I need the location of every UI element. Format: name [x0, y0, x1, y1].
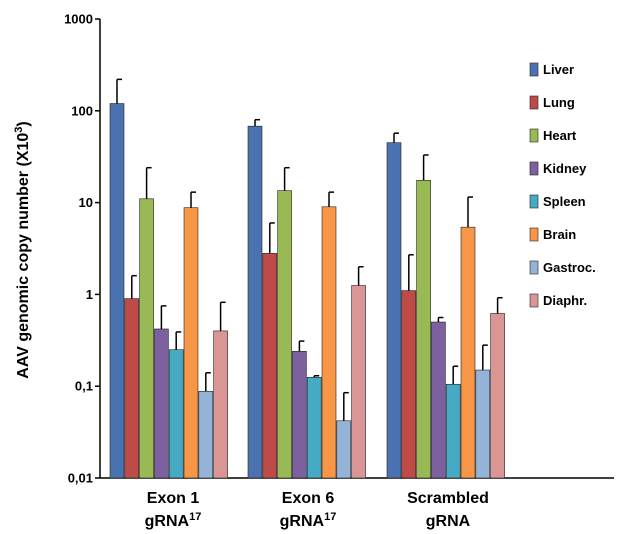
bar-gastroc-group-3 — [475, 369, 491, 479]
bar-kidney-group-1 — [154, 328, 169, 479]
legend-label: Diaphr. — [543, 293, 587, 308]
legend-swatch-heart — [529, 128, 539, 143]
bar-heart-group-3 — [416, 179, 431, 479]
category-label-superscript: 17 — [189, 511, 201, 523]
category-label-gRNA: gRNA — [145, 513, 190, 530]
category-label-line2: gRNA17 — [145, 511, 202, 530]
bar-heart-group-2 — [277, 190, 292, 479]
y-axis-label: AAV genomic copy number (X103) — [13, 121, 32, 378]
bar-liver-group-2 — [247, 125, 263, 479]
legend-label: Spleen — [543, 194, 586, 209]
category-label-line1: Exon 1 — [147, 490, 200, 507]
bar-liver-group-1 — [109, 103, 125, 479]
bar-kidney-group-2 — [292, 350, 307, 479]
bar-brain-group-1 — [183, 207, 199, 479]
category-label-line2: gRNA17 — [280, 511, 337, 530]
legend-swatch-spleen — [529, 194, 539, 209]
y-tick-label: 100 — [71, 103, 93, 118]
legend-label: Lung — [543, 95, 575, 110]
bar-spleen-group-2 — [306, 377, 322, 479]
bar-heart-group-1 — [139, 198, 154, 479]
category-label-line2: gRNA — [426, 513, 471, 530]
legend-swatch-gastroc — [529, 260, 539, 275]
bars — [109, 78, 505, 479]
bar-diaphr-group-2 — [351, 285, 366, 479]
legend-swatch-kidney — [529, 161, 539, 176]
legend-label: Kidney — [543, 161, 587, 176]
legend-label: Gastroc. — [543, 260, 596, 275]
legend-swatch-lung — [529, 95, 539, 110]
y-axis-label-end: ) — [15, 121, 32, 126]
y-tick-label: 0,1 — [75, 379, 93, 394]
category-label-line1: Scrambled — [407, 490, 489, 507]
legend: Liver Lung Heart Kidney Spleen Brain Gastroc. D… — [529, 62, 596, 308]
y-tick-label: 10 — [79, 195, 93, 210]
bar-spleen-group-3 — [445, 383, 461, 479]
category-label-superscript: 17 — [324, 511, 336, 523]
y-axis-label-main: AAV genomic copy number (X10 — [15, 133, 32, 379]
bar-lung-group-3 — [401, 290, 417, 479]
category-label-gRNA: gRNA — [280, 513, 325, 530]
bar-diaphr-group-1 — [213, 330, 228, 479]
bar-lung-group-2 — [262, 253, 278, 479]
bar-lung-group-1 — [124, 298, 140, 479]
category-label-line1: Exon 6 — [282, 490, 335, 507]
y-tick-label: 1 — [86, 287, 93, 302]
y-tick-label: 0,01 — [68, 471, 93, 486]
legend-swatch-brain — [529, 227, 539, 242]
category-label-gRNA: gRNA — [426, 513, 471, 530]
y-axis-label-sup: 3 — [13, 127, 25, 133]
bar-diaphr-group-3 — [490, 313, 505, 479]
legend-label: Liver — [543, 62, 574, 77]
legend-swatch-liver — [529, 62, 539, 77]
bar-gastroc-group-2 — [336, 420, 352, 479]
bar-liver-group-3 — [386, 142, 402, 479]
bar-brain-group-2 — [321, 206, 337, 479]
bar-brain-group-3 — [460, 226, 476, 479]
bar-spleen-group-1 — [168, 349, 184, 479]
legend-label: Heart — [543, 128, 577, 143]
y-tick-label: 1000 — [64, 12, 93, 27]
legend-label: Brain — [543, 227, 576, 242]
legend-swatch-diaphr — [529, 293, 539, 308]
bar-gastroc-group-1 — [198, 390, 214, 479]
bar-kidney-group-3 — [431, 321, 446, 479]
